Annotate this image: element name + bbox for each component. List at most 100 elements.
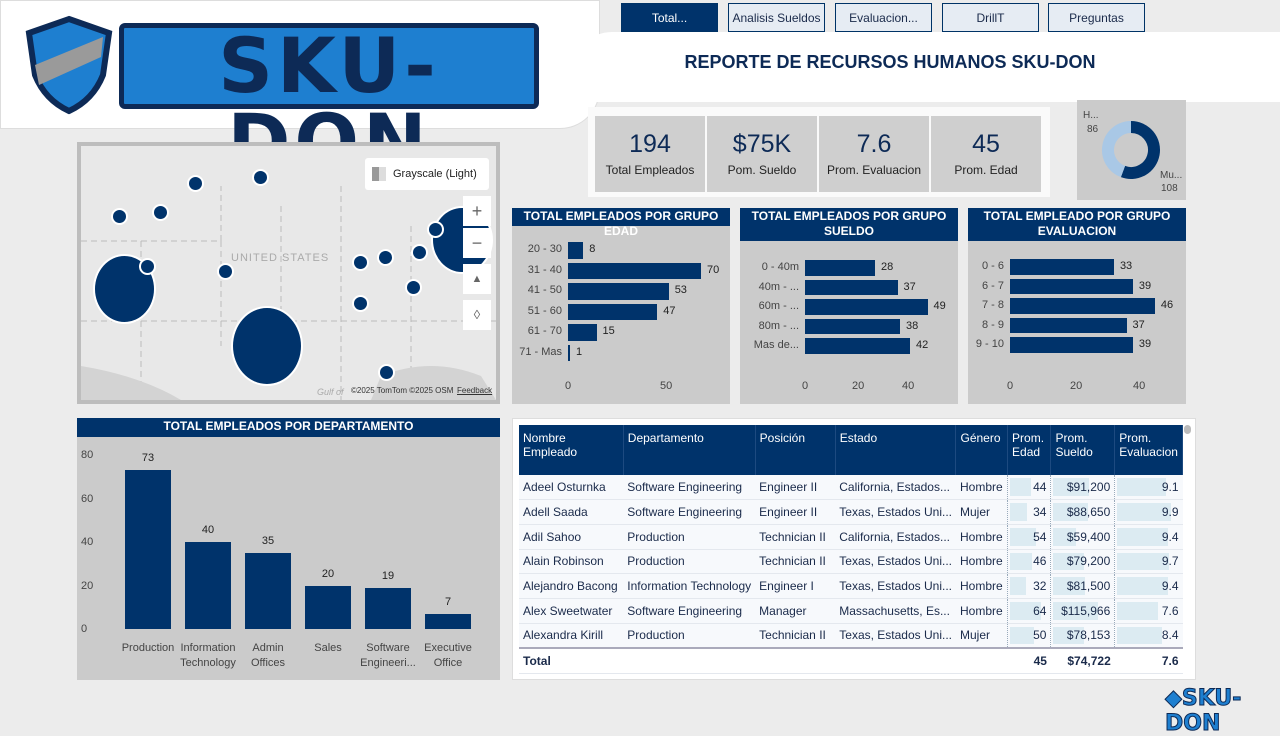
bar[interactable] [305, 585, 351, 629]
category-label: 31 - 40 [527, 263, 562, 276]
map-bubble[interactable] [111, 208, 128, 225]
bar[interactable] [568, 242, 584, 259]
kpi-value: 7.6 [856, 130, 892, 158]
table-cell: Engineer II [755, 499, 836, 525]
x-tick-label: 50 [660, 380, 673, 392]
table-row[interactable]: Alain Robinson Production Technician II Tex… [519, 549, 1183, 575]
table-cell: Alexandra Kirill [519, 623, 624, 649]
table-scrollbar[interactable] [1184, 425, 1191, 434]
column-header[interactable]: Nombre Empleado [519, 425, 624, 475]
table-cell: Manager [755, 598, 836, 624]
bar[interactable] [365, 587, 411, 629]
table-row[interactable]: Alexandra Kirill Production Technician II T… [519, 623, 1183, 649]
tab-analisis-sueldos[interactable]: Analisis Sueldos [728, 3, 825, 32]
employees-map[interactable]: UNITED STATES Grayscale (Light) + − ▲ ◊ … [77, 142, 500, 404]
donut-slice[interactable] [1120, 121, 1160, 179]
column-header[interactable]: Prom. Edad [1007, 425, 1052, 475]
x-tick-label: 40 [1133, 380, 1146, 392]
cell-value: 44 [1033, 480, 1047, 495]
map-bubble[interactable] [427, 221, 444, 238]
donut-slice[interactable] [1102, 121, 1132, 178]
table-cell: 54 [1007, 524, 1051, 550]
table-row[interactable]: Adell Saada Software Engineering Engineer … [519, 499, 1183, 525]
column-header[interactable]: Departamento [623, 425, 756, 475]
column-header[interactable]: Género [955, 425, 1009, 475]
bar[interactable] [1010, 259, 1114, 275]
category-label: 20 - 30 [527, 243, 562, 255]
map-bubble[interactable] [352, 254, 369, 271]
data-label: 47 [663, 304, 676, 317]
table-cell: 9.4 [1114, 573, 1183, 599]
bar[interactable] [805, 279, 898, 295]
table-row[interactable]: Alejandro Bacong Information Technology En… [519, 573, 1183, 599]
kpi-prom-evaluacion: 7.6 Prom. Evaluacion [819, 116, 929, 192]
total-cell: 45 [1007, 646, 1051, 675]
cell-value: $79,200 [1066, 554, 1111, 569]
bar[interactable] [805, 299, 928, 315]
bar[interactable] [568, 262, 701, 279]
map-bubble[interactable] [231, 306, 303, 386]
table-cell: $115,966 [1050, 598, 1115, 624]
bar[interactable] [568, 344, 570, 361]
tilt-icon[interactable]: ▲ [463, 264, 491, 294]
y-tick-label: 0 [81, 623, 88, 635]
map-bubble[interactable] [377, 249, 394, 266]
column-header[interactable]: Estado [835, 425, 957, 475]
tab-drillt[interactable]: DrillT [942, 3, 1039, 32]
compass-icon[interactable]: ◊ [463, 300, 491, 330]
map-bubble[interactable] [405, 279, 422, 296]
column-header[interactable]: Posición [755, 425, 836, 475]
table-row[interactable]: Adeel Osturnka Software Engineering Engine… [519, 475, 1183, 501]
map-bubble[interactable] [378, 364, 395, 381]
map-bubble[interactable] [217, 263, 234, 280]
map-bubble[interactable] [252, 169, 269, 186]
data-label: 37 [903, 280, 916, 293]
bar[interactable] [568, 324, 597, 341]
bar[interactable] [125, 470, 171, 629]
tab-preguntas[interactable]: Preguntas [1048, 3, 1145, 32]
bar[interactable] [245, 552, 291, 629]
bar[interactable] [1010, 337, 1133, 353]
map-bubble[interactable] [411, 244, 428, 261]
category-label: 0 - 40m [761, 261, 799, 273]
table-cell: California, Estados... [835, 524, 956, 550]
table-row[interactable]: Adil Sahoo Production Technician II Califor… [519, 524, 1183, 550]
table-cell: 64 [1007, 598, 1051, 624]
bar[interactable] [1010, 298, 1155, 314]
column-header[interactable]: Prom. Sueldo [1050, 425, 1116, 475]
column-header[interactable]: Prom. Evaluacion [1114, 425, 1183, 475]
cell-value: 8.4 [1161, 628, 1179, 643]
map-gulf-label: Gulf of [317, 387, 344, 397]
cell-value: $115,966 [1061, 603, 1111, 618]
table-row[interactable]: Alex Sweetwater Software Engineering Manag… [519, 598, 1183, 624]
bar[interactable] [568, 283, 669, 300]
table-cell: Hombre [955, 524, 1008, 550]
zoom-in-icon[interactable]: + [463, 196, 491, 226]
table-cell: Hombre [955, 549, 1008, 575]
bar[interactable] [568, 303, 658, 320]
bar[interactable] [1010, 317, 1127, 333]
employees-table: Nombre Empleado Departamento Posición Estad… [512, 418, 1196, 680]
map-feedback-link[interactable]: Feedback [457, 386, 493, 395]
bar[interactable] [1010, 278, 1133, 294]
map-bubble[interactable] [139, 258, 156, 275]
tab-total[interactable]: Total... [621, 3, 718, 32]
map-bubble[interactable] [93, 254, 156, 324]
category-label: 40m - ... [758, 280, 799, 293]
zoom-out-icon[interactable]: − [463, 228, 491, 258]
kpi-prom-edad: 45 Prom. Edad [931, 116, 1041, 192]
bar[interactable] [805, 318, 900, 334]
bar[interactable] [185, 542, 231, 629]
map-style-button[interactable]: Grayscale (Light) [365, 158, 489, 190]
map-style-icon [372, 167, 386, 181]
tab-evaluacion[interactable]: Evaluacion... [835, 3, 932, 32]
bar[interactable] [805, 260, 875, 276]
bar[interactable] [425, 613, 471, 629]
bar[interactable] [805, 338, 910, 354]
map-bubble[interactable] [187, 175, 204, 192]
table-cell: Mujer [955, 623, 1008, 649]
map-bubble[interactable] [152, 204, 169, 221]
table-cell: Hombre [955, 475, 1008, 501]
map-bubble[interactable] [352, 295, 369, 312]
kpi-prom-sueldo: $75K Pom. Sueldo [707, 116, 817, 192]
